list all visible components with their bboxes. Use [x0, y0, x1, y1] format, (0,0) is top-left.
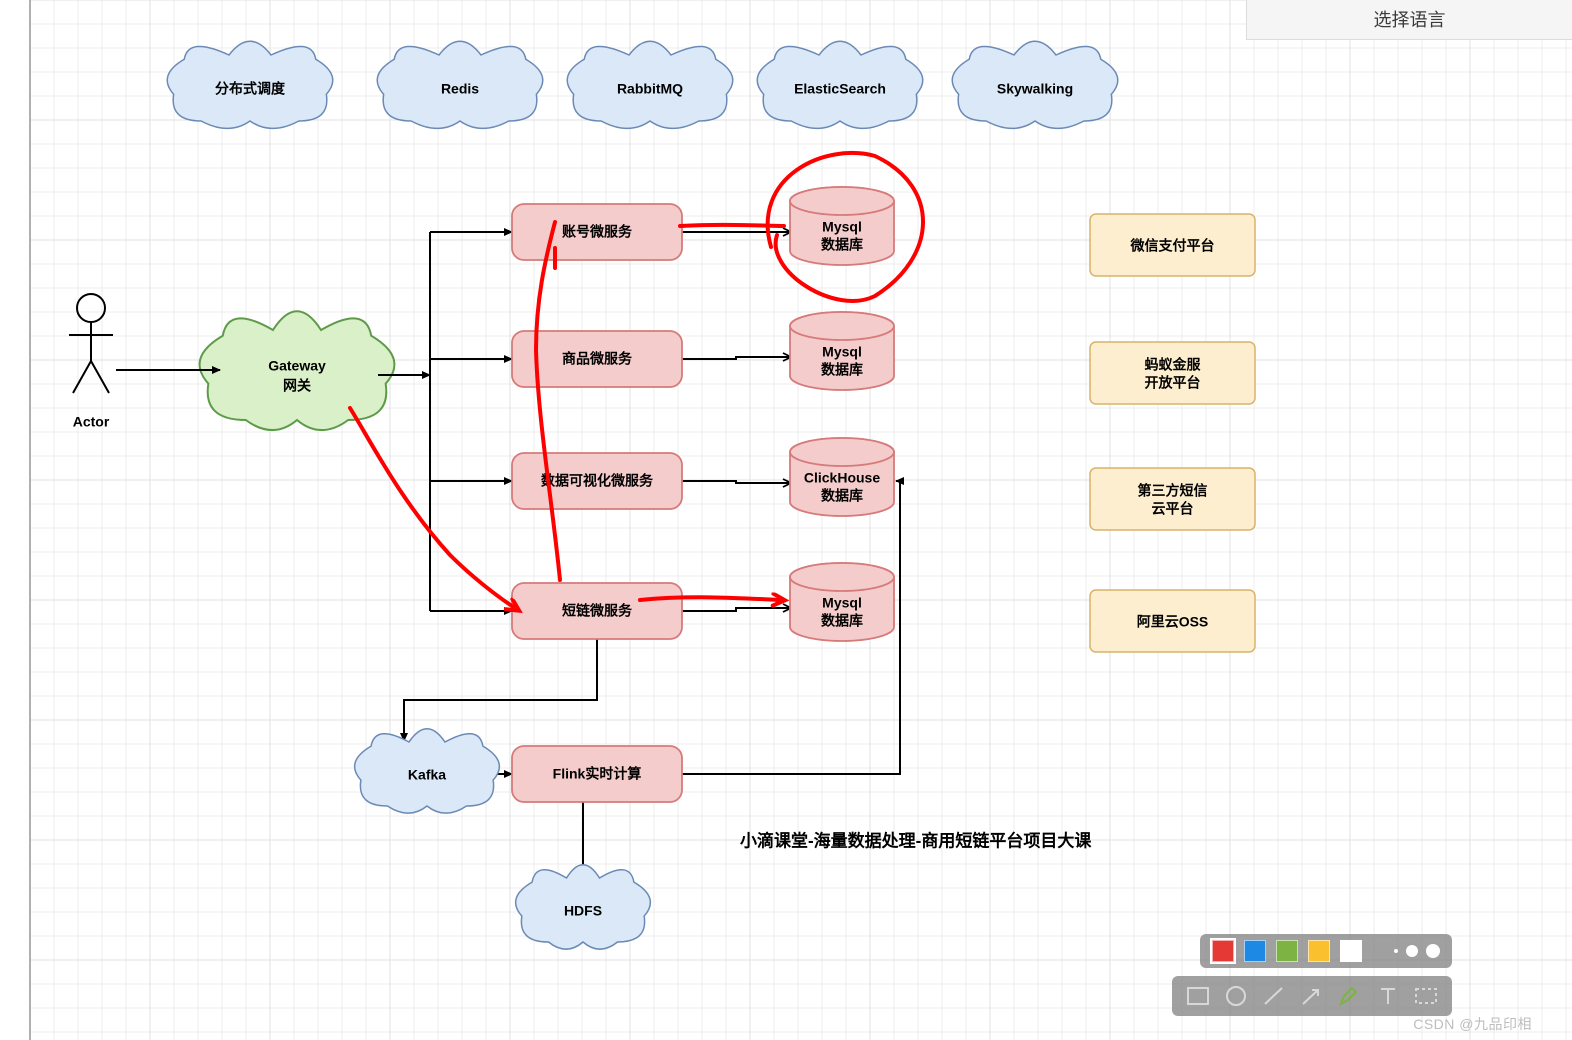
circle-tool-icon[interactable]: [1222, 982, 1250, 1010]
annotation-color-row: [1200, 934, 1452, 968]
top-clouds-row: 分布式调度 Redis RabbitMQ ElasticSearch Skywalkin…: [167, 41, 1118, 128]
db-label-1: Mysql: [822, 219, 862, 235]
highlight-tool-icon[interactable]: [1412, 982, 1440, 1010]
annotation-toolbar: [1172, 934, 1452, 1016]
color-swatch-2[interactable]: [1276, 940, 1298, 962]
service-label: 数据可视化微服务: [541, 473, 654, 489]
db-label-1: ClickHouse: [804, 470, 880, 486]
service-label: 账号微服务: [562, 224, 633, 240]
arrow-tool-icon[interactable]: [1298, 982, 1326, 1010]
cloud-label: RabbitMQ: [617, 81, 683, 97]
account-to-shortlink-scribble: [536, 222, 560, 580]
card-label: 微信支付平台: [1130, 238, 1215, 254]
thickness-dot-0[interactable]: [1394, 949, 1398, 953]
top-cloud-4: Skywalking: [952, 41, 1118, 128]
rectangle-tool-icon[interactable]: [1184, 982, 1212, 1010]
mysql-db-3: Mysql 数据库: [790, 563, 894, 641]
account-service-box: 账号微服务: [512, 204, 682, 260]
color-swatch-1[interactable]: [1244, 940, 1266, 962]
gateway-label-2: 网关: [283, 378, 311, 394]
text-tool-icon[interactable]: [1374, 982, 1402, 1010]
card-label: 阿里云OSS: [1137, 614, 1209, 630]
top-cloud-2: RabbitMQ: [567, 41, 733, 128]
actor-figure: Actor: [69, 294, 113, 430]
db-label-2: 数据库: [821, 613, 863, 629]
sms-cloud-card: 第三方短信云平台: [1090, 468, 1255, 530]
db-label-2: 数据库: [821, 237, 863, 253]
service-label: Flink实时计算: [553, 766, 642, 782]
thickness-dot-1[interactable]: [1408, 947, 1416, 955]
thickness-dot-2[interactable]: [1426, 944, 1440, 958]
mysql-db-1: Mysql 数据库: [790, 187, 894, 265]
cloud-label: Skywalking: [997, 81, 1073, 97]
card-label: 第三方短信: [1138, 483, 1208, 499]
gateway-label-1: Gateway: [268, 358, 326, 374]
architecture-diagram: 分布式调度 Redis RabbitMQ ElasticSearch Skywalkin…: [0, 0, 1572, 1040]
db-label-1: Mysql: [822, 595, 862, 611]
service-label: 短链微服务: [562, 603, 633, 619]
mysql-db-2: Mysql 数据库: [790, 312, 894, 390]
hdfs-label: HDFS: [564, 903, 602, 919]
aliyun-oss-card: 阿里云OSS: [1090, 590, 1255, 652]
db-label-2: 数据库: [821, 488, 863, 504]
cloud-label: Redis: [441, 81, 479, 97]
language-selector-label: 选择语言: [1374, 6, 1446, 32]
card-label: 蚂蚁金服: [1145, 357, 1202, 373]
service-label: 商品微服务: [562, 351, 633, 367]
grid-background: [30, 0, 1572, 1040]
kafka-label: Kafka: [408, 767, 446, 783]
top-cloud-3: ElasticSearch: [757, 41, 923, 128]
card-label: 开放平台: [1145, 375, 1201, 391]
color-swatch-0[interactable]: [1212, 940, 1234, 962]
top-cloud-0: 分布式调度: [167, 41, 333, 128]
db-label-1: Mysql: [822, 344, 862, 360]
gateway-cloud: Gateway 网关: [200, 311, 395, 430]
annotation-tool-row: [1172, 976, 1452, 1016]
top-cloud-1: Redis: [377, 41, 543, 128]
color-swatch-3[interactable]: [1308, 940, 1330, 962]
color-swatch-4[interactable]: [1340, 940, 1362, 962]
card-label: 云平台: [1152, 501, 1194, 517]
ant-open-card: 蚂蚁金服开放平台: [1090, 342, 1255, 404]
dataviz-service-box: 数据可视化微服务: [512, 453, 682, 509]
cloud-label: ElasticSearch: [794, 81, 886, 97]
clickhouse-db: ClickHouse 数据库: [790, 438, 894, 516]
service-boxes: 账号微服务商品微服务数据可视化微服务短链微服务 Flink实时计算: [512, 204, 682, 802]
watermark-text: CSDN @九品印相: [1413, 1014, 1532, 1034]
database-cylinders: Mysql 数据库 Mysql 数据库 ClickHouse 数据库 Mysql 数据库: [790, 187, 894, 641]
shortlink-service-box: 短链微服务: [512, 583, 682, 639]
line-tool-icon[interactable]: [1260, 982, 1288, 1010]
pen-tool-icon[interactable]: [1336, 982, 1364, 1010]
actor-label: Actor: [73, 414, 110, 430]
wechat-pay-card: 微信支付平台: [1090, 214, 1255, 276]
gateway-to-shortlink-scribble: [350, 408, 515, 608]
language-selector-tab[interactable]: 选择语言: [1246, 0, 1572, 40]
flink-box: Flink实时计算: [512, 746, 682, 802]
hdfs-cloud: HDFS: [516, 865, 651, 949]
kafka-cloud: Kafka: [355, 729, 500, 813]
cloud-label: 分布式调度: [215, 81, 286, 97]
diagram-caption: 小滴课堂-海量数据处理-商用短链平台项目大课: [740, 830, 1092, 850]
db-label-2: 数据库: [821, 362, 863, 378]
